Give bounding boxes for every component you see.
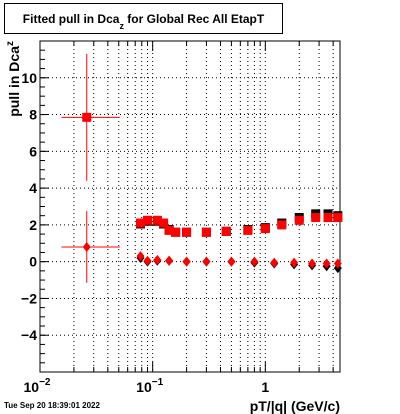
data-point	[153, 254, 162, 265]
data-point	[143, 255, 152, 266]
y-tick-label: 6	[29, 143, 37, 159]
data-point	[270, 257, 279, 268]
data-point	[136, 218, 146, 228]
data-point	[260, 224, 270, 234]
x-axis-label: pT/|q| (GeV/c)	[250, 398, 340, 414]
timestamp: Tue Sep 20 18:39:01 2022	[4, 401, 100, 410]
data-point	[323, 213, 333, 223]
data-point	[308, 258, 317, 269]
chart-title-box: Fitted pull in Dcaz for Global Rec All E…	[4, 3, 283, 34]
series-square-red	[61, 53, 343, 237]
plot-frame	[39, 40, 341, 373]
data-point	[82, 112, 92, 122]
data-point	[143, 215, 153, 225]
chart-title-suffix: for Global Rec All EtapT	[123, 12, 265, 26]
y-tick-label: 2	[29, 217, 37, 233]
chart-title-subscript: z	[119, 21, 124, 31]
data-point	[164, 225, 174, 235]
y-axis-label: pull in Dcaz	[5, 41, 22, 117]
data-point	[311, 213, 321, 223]
y-tick-label: 8	[29, 107, 37, 123]
grid	[40, 41, 340, 372]
chart-title: Fitted pull in Dcaz for Global Rec All E…	[5, 12, 282, 31]
data-marks	[61, 53, 343, 283]
data-point	[322, 258, 331, 269]
data-point	[182, 227, 192, 237]
x-tick-label: 10−2	[24, 377, 51, 395]
x-tick-label: 1	[261, 379, 269, 395]
data-point	[171, 227, 181, 237]
y-tick-label: 10	[21, 70, 37, 86]
tick-labels: −4 −2 0 2 4 6 8 10 10−2 10−1 1	[21, 70, 269, 395]
data-point	[165, 255, 174, 266]
data-point	[182, 256, 191, 267]
y-tick-label: 4	[29, 180, 37, 196]
axis-ticks	[39, 40, 334, 373]
data-point	[152, 215, 162, 225]
data-point	[250, 256, 259, 267]
y-tick-label: 0	[29, 254, 37, 270]
y-tick-label: −4	[21, 327, 37, 343]
chart-title-prefix: Fitted pull in Dca	[22, 12, 120, 26]
data-point	[333, 213, 343, 223]
y-tick-label: −2	[21, 290, 37, 306]
data-point	[202, 256, 211, 267]
x-tick-label: 10−1	[136, 377, 163, 395]
data-point	[227, 256, 236, 267]
data-point	[290, 257, 299, 268]
data-point	[201, 227, 211, 237]
data-point	[294, 215, 304, 225]
data-point	[243, 225, 253, 235]
data-point	[221, 226, 231, 236]
data-point	[333, 258, 342, 269]
series-diamond-red	[61, 211, 342, 283]
data-point	[82, 241, 91, 252]
data-point	[277, 220, 287, 230]
data-point	[159, 218, 169, 228]
data-point	[136, 251, 145, 262]
